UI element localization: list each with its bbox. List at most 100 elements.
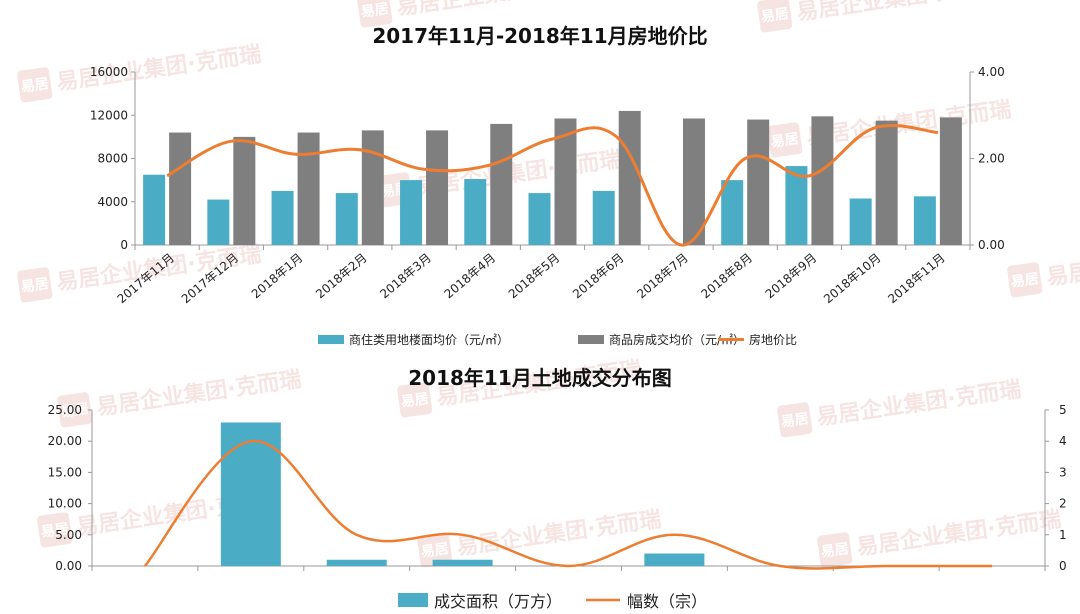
y-tick-label-left: 0.00 [55,559,82,573]
y-tick-label-right: 4.00 [978,65,1005,79]
y-tick-label-left: 20.00 [48,434,82,448]
bar-land-price [785,166,808,245]
watermark-seal [37,512,73,548]
svg-text:易居: 易居 [420,541,450,561]
legend: 商住类用地楼面均价（元/㎡） 商品房成交均价（元/㎡） 房地价比 [318,332,797,347]
svg-text:易居: 易居 [20,76,50,96]
legend-label: 商住类用地楼面均价（元/㎡） [349,332,509,347]
legend-swatch [398,593,428,607]
watermark-seal [1007,262,1043,298]
legend-swatch [318,335,344,344]
legend-label: 房地价比 [749,332,797,347]
watermark-text: 易居企业集团·克而瑞 [805,96,1013,150]
bar-area [220,422,281,566]
svg-text:易居: 易居 [760,6,790,26]
legend-label: 商品房成交均价（元/㎡） [609,332,745,347]
watermark-text: 易居企业集团·克而瑞 [795,0,1003,26]
watermark-seal [817,532,853,568]
bar-house-price [747,119,770,245]
bar-house-price [361,130,384,245]
svg-text:易居: 易居 [20,276,50,296]
chart-title: 2017年11月-2018年11月房地价比 [372,24,707,48]
watermark: 易居易居企业集团·克而瑞 [777,376,1023,438]
chart-title: 2018年11月土地成交分布图 [408,366,672,390]
y-tick-label-right: 2 [1059,497,1067,511]
x-tick-label: 2018年7月 [634,251,691,302]
x-tick-label: 2018年3月 [377,251,434,302]
bar-land-price [464,179,487,245]
svg-text:易居: 易居 [1010,271,1040,291]
watermark-seal [777,402,813,438]
y-tick-label-left: 0 [120,238,128,252]
svg-text:易居: 易居 [400,391,430,411]
bar-land-price [400,180,423,245]
watermark-seal [767,122,803,158]
watermark-text: 易居企业集团·克而瑞 [815,376,1023,430]
bar-land-price [849,198,872,245]
watermark-seal [417,532,453,568]
watermark-text: 易居企业集团·克而瑞 [1045,236,1080,290]
x-tick-label: 2018年5月 [506,251,563,302]
bar-house-price [490,123,513,245]
line-count [143,439,993,570]
chart-bottom: 2018年11月土地成交分布图 0.00 5.00 10.00 15.00 20.00 2… [48,366,1067,611]
watermark-seal [57,392,93,428]
bar-land-price [335,193,358,245]
watermark-seal [757,0,793,33]
watermark-seal [357,0,393,28]
bar-land-price [271,190,294,245]
bar-land-price [913,196,936,245]
y-tick-label-left: 5.00 [55,528,82,542]
bar-house-price [811,116,834,245]
svg-text:易居: 易居 [60,401,90,421]
bar-house-price [426,130,449,245]
bar-house-price [297,132,320,245]
legend-label: 幅数（宗） [627,592,707,611]
watermark-seal [17,67,53,103]
svg-text:易居: 易居 [770,131,800,151]
bar-land-price [207,199,230,245]
bar-house-price [169,132,192,245]
y-tick-label-right: 4 [1059,434,1067,448]
y-tick-label-right: 5 [1059,403,1067,417]
bar-house-price [875,120,898,245]
bar-land-price [528,193,551,245]
bar-house-price [233,136,256,245]
y-tick-label-left: 4000 [97,195,128,209]
bar-land-price [721,180,744,245]
bar-land-price [143,174,166,245]
y-tick-label-left: 10.00 [48,497,82,511]
watermark: 易居易居企业集团·克而瑞 [17,41,263,103]
watermark: 易居易居企业集团·克而瑞 [1007,236,1080,298]
x-tick-label: 2018年2月 [313,251,370,302]
y-tick-label-left: 15.00 [48,465,82,479]
watermark-seal [17,267,53,303]
legend: 成交面积（万方） 幅数（宗） [398,592,707,611]
bar-house-price [939,117,962,245]
y-tick-label-right: 3 [1059,465,1067,479]
line-ratio [166,124,939,247]
y-tick-label-left: 12000 [90,108,128,122]
bar-area [326,559,387,566]
x-tick-label: 2018年4月 [442,251,499,302]
y-tick-label-left: 25.00 [48,403,82,417]
watermark-text: 易居企业集团·克而瑞 [55,41,263,95]
legend-label: 成交面积（万方） [434,592,562,611]
y-tick-label-right: 0.00 [978,238,1005,252]
y-tick-label-left: 16000 [90,65,128,79]
bar-house-price [554,118,577,245]
watermark-text: 易居企业集团·克而瑞 [455,506,663,560]
y-tick-label-right: 1 [1059,528,1067,542]
bar-area [432,559,493,566]
bar-house-price [682,118,705,245]
bar-area [644,553,705,566]
bar-land-price [592,190,615,245]
svg-text:易居: 易居 [40,521,70,541]
y-tick-label-left: 8000 [97,152,128,166]
x-tick-label: 2018年11月 [885,251,947,307]
svg-text:易居: 易居 [360,1,390,21]
bar-house-price [618,110,641,245]
y-tick-label-right: 2.00 [978,152,1005,166]
